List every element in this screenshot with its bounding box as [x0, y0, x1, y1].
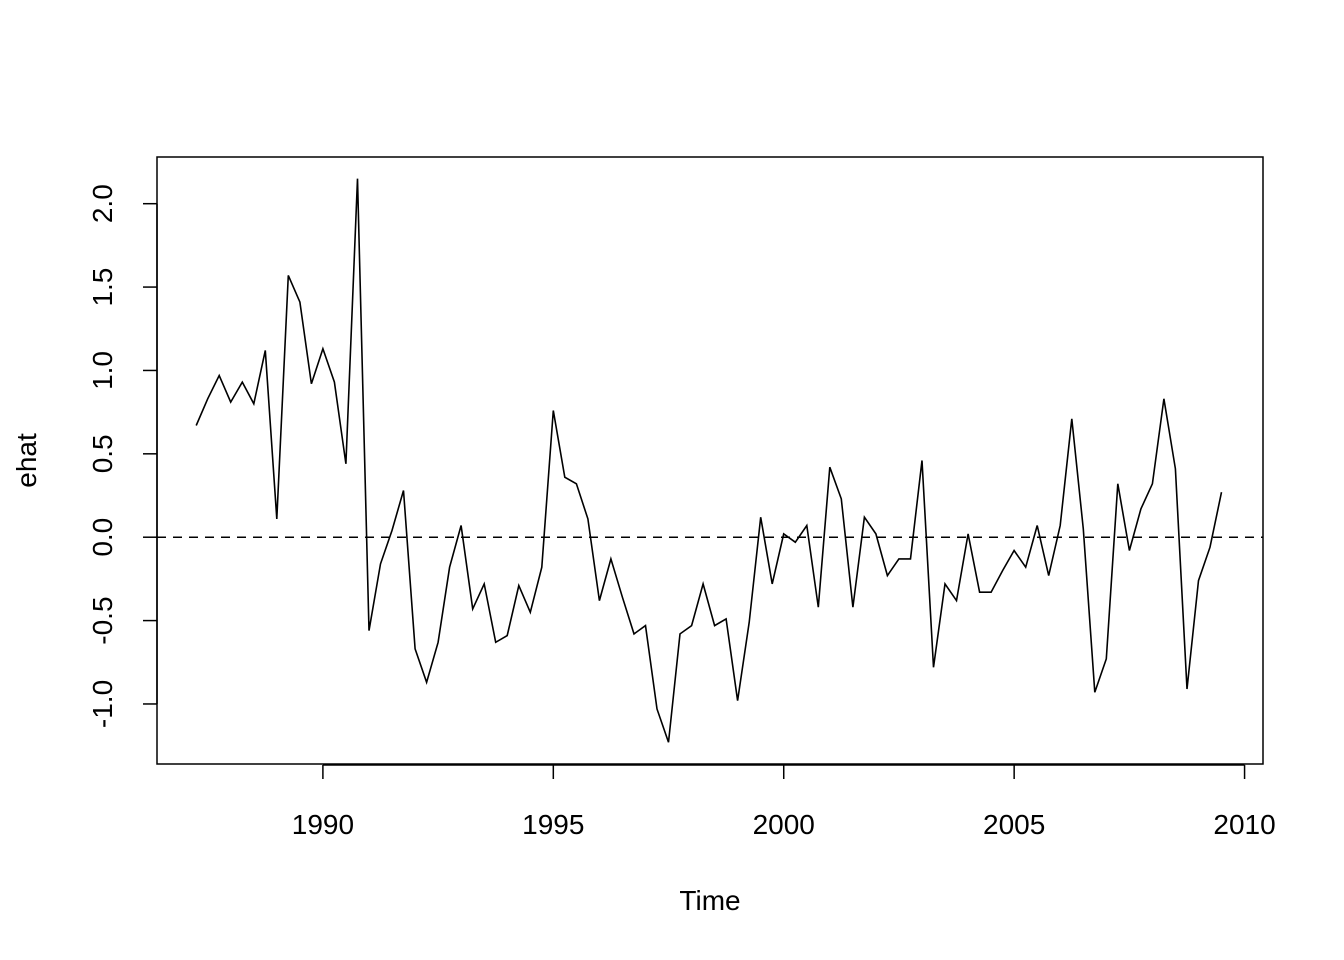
x-tick-label: 1995: [522, 809, 584, 840]
y-tick-label: 2.0: [87, 184, 118, 223]
x-axis-title: Time: [679, 885, 740, 916]
plot-frame: [156, 156, 1264, 765]
y-tick-label: 0.0: [87, 518, 118, 557]
x-tick-label: 2005: [983, 809, 1045, 840]
y-tick-label: -1.0: [87, 680, 118, 728]
y-tick-label: -0.5: [87, 596, 118, 644]
y-tick-label: 1.0: [87, 351, 118, 390]
x-axis: 1990 1995 2000 2005 2010: [292, 764, 1276, 840]
y-tick-label: 1.5: [87, 268, 118, 307]
y-axis-title: ehat: [11, 433, 42, 488]
series-line-ehat: [195, 178, 1223, 743]
x-tick-label: 1990: [292, 809, 354, 840]
x-tick-label: 2000: [753, 809, 815, 840]
x-tick-label: 2010: [1213, 809, 1275, 840]
y-tick-label: 0.5: [87, 434, 118, 473]
